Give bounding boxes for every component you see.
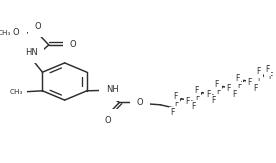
Text: F: F: [258, 74, 262, 83]
Text: F: F: [185, 96, 189, 105]
Text: O: O: [12, 28, 19, 37]
Text: F: F: [191, 102, 195, 111]
Text: F: F: [212, 96, 216, 105]
Text: F: F: [206, 90, 210, 99]
Text: HN: HN: [25, 48, 38, 57]
Text: F: F: [215, 80, 219, 89]
Text: F: F: [237, 81, 241, 89]
Text: CH₃: CH₃: [9, 89, 23, 95]
Text: F: F: [235, 74, 240, 83]
Text: F: F: [266, 65, 270, 74]
Text: F: F: [170, 108, 174, 117]
Text: F: F: [256, 67, 261, 76]
Text: O: O: [69, 40, 76, 49]
Text: CH₃: CH₃: [0, 30, 11, 36]
Text: NH: NH: [106, 85, 119, 94]
Text: O: O: [105, 116, 112, 125]
Text: F: F: [268, 72, 273, 81]
Text: F: F: [195, 93, 200, 102]
Text: F: F: [216, 87, 220, 96]
Text: F: F: [173, 92, 177, 101]
Text: F: F: [253, 84, 258, 93]
Text: F: F: [227, 84, 231, 93]
Text: F: F: [232, 90, 237, 99]
Text: F: F: [174, 99, 179, 108]
Text: F: F: [248, 78, 252, 87]
Text: O: O: [34, 22, 41, 31]
Text: O: O: [137, 98, 144, 107]
Text: F: F: [194, 86, 198, 95]
